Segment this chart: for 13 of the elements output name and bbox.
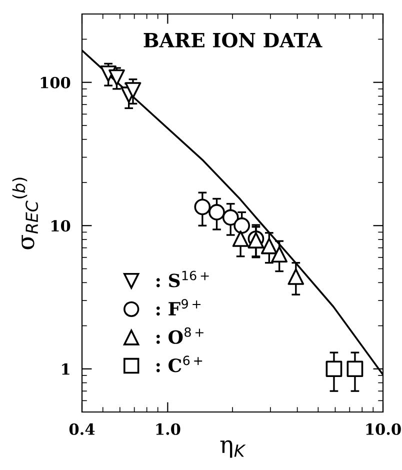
y-axis-title: σ$_{REC}$$^{(b)}$ [12, 178, 38, 250]
x-tick-label: 10.0 [366, 423, 401, 435]
x-tick-label: 0.4 [69, 423, 95, 435]
x-tick-label: 1.0 [156, 423, 180, 435]
legend-label: : S$^{16+}$ [156, 270, 209, 288]
x-axis-title: η$_{K}$ [220, 440, 246, 458]
legend-label: : F$^{9+}$ [156, 299, 201, 316]
text: BARE ION DATA [144, 32, 322, 48]
y-tick-label: 10 [51, 220, 70, 232]
y-tick-label: 1 [62, 363, 70, 375]
y-tick-label: 100 [40, 76, 70, 88]
legend-label: : C$^{6+}$ [156, 356, 202, 372]
legend-label: : O$^{8+}$ [156, 327, 204, 344]
